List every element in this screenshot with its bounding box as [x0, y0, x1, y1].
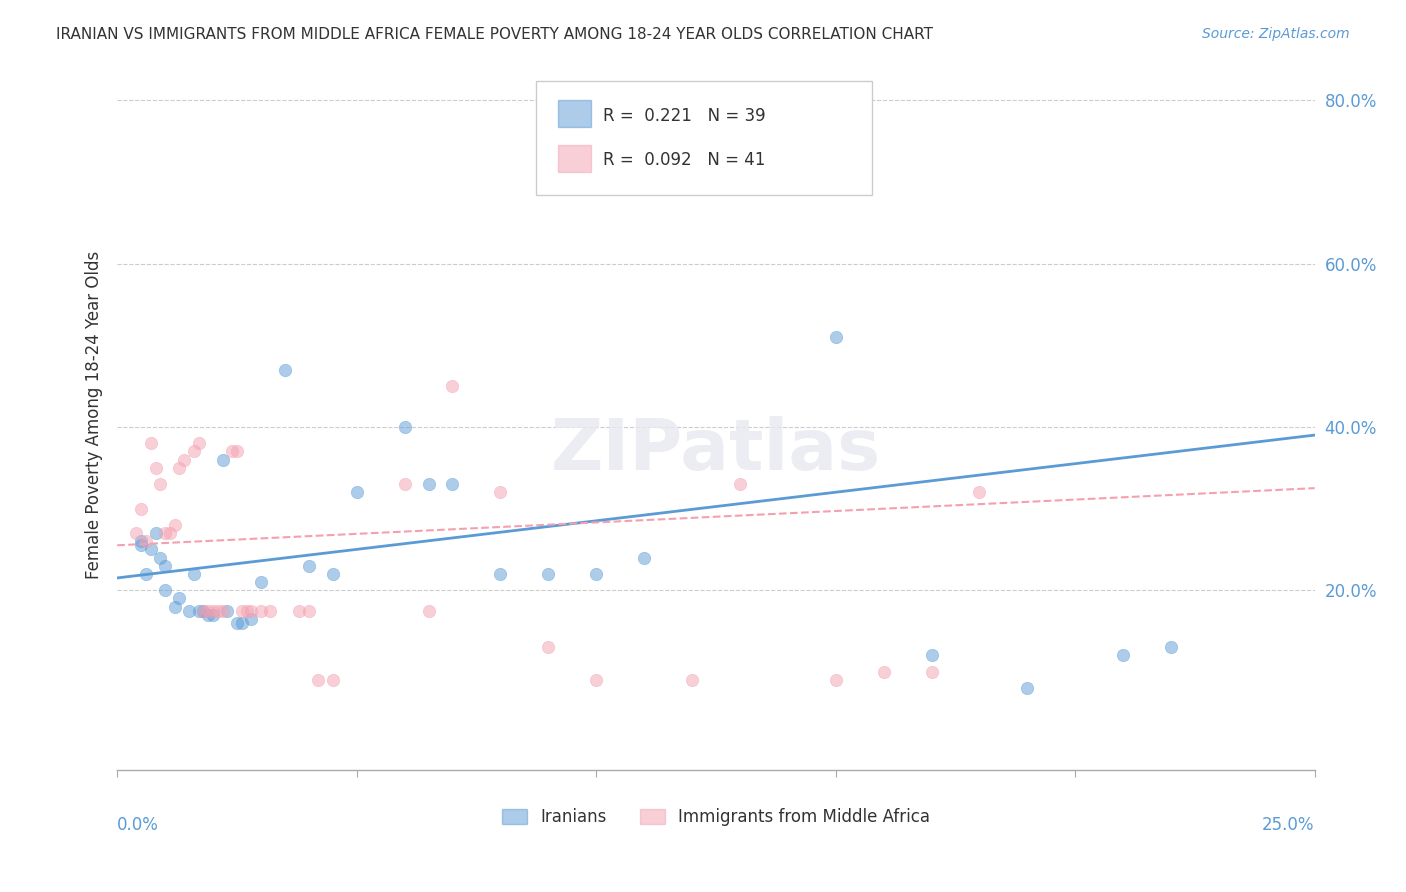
Point: [231, 615, 253, 630]
Point: [201, 604, 224, 618]
Point: [139, 542, 162, 557]
Point: [135, 566, 157, 581]
Point: [153, 526, 176, 541]
Point: [240, 612, 263, 626]
Point: [1112, 648, 1135, 663]
Point: [418, 604, 440, 618]
Point: [187, 436, 209, 450]
Point: [824, 673, 846, 687]
Point: [307, 673, 329, 687]
Point: [183, 444, 205, 458]
Point: [153, 558, 176, 573]
Y-axis label: Female Poverty Among 18-24 Year Olds: Female Poverty Among 18-24 Year Olds: [86, 251, 103, 579]
Point: [872, 665, 894, 679]
Point: [159, 526, 181, 541]
Point: [139, 436, 162, 450]
Point: [921, 648, 943, 663]
Point: [298, 558, 321, 573]
Point: [1160, 640, 1182, 655]
FancyBboxPatch shape: [536, 81, 872, 194]
Point: [211, 604, 233, 618]
Text: 25.0%: 25.0%: [1263, 816, 1315, 834]
Point: [489, 485, 512, 500]
Point: [274, 363, 297, 377]
Point: [217, 604, 239, 618]
Point: [537, 640, 560, 655]
Text: IRANIAN VS IMMIGRANTS FROM MIDDLE AFRICA FEMALE POVERTY AMONG 18-24 YEAR OLDS CO: IRANIAN VS IMMIGRANTS FROM MIDDLE AFRICA…: [56, 27, 934, 42]
Text: R =  0.092   N = 41: R = 0.092 N = 41: [603, 152, 766, 169]
Point: [441, 477, 464, 491]
Text: ZIPatlas: ZIPatlas: [551, 416, 882, 484]
Text: 0.0%: 0.0%: [117, 816, 159, 834]
Point: [288, 604, 311, 618]
Point: [728, 167, 751, 181]
Point: [240, 604, 263, 618]
Point: [418, 477, 440, 491]
Point: [394, 477, 416, 491]
Point: [169, 460, 191, 475]
Point: [201, 607, 224, 622]
Point: [197, 607, 219, 622]
Point: [633, 550, 655, 565]
Point: [129, 538, 152, 552]
Point: [585, 566, 607, 581]
Text: Source: ZipAtlas.com: Source: ZipAtlas.com: [1202, 27, 1350, 41]
Point: [169, 591, 191, 606]
Point: [250, 574, 273, 589]
Point: [298, 604, 321, 618]
Point: [183, 566, 205, 581]
Point: [250, 604, 273, 618]
Point: [322, 566, 344, 581]
Bar: [558, 145, 592, 172]
Point: [221, 444, 243, 458]
Point: [728, 477, 751, 491]
Bar: [558, 100, 592, 127]
Point: [322, 673, 344, 687]
Point: [824, 330, 846, 344]
Point: [681, 673, 703, 687]
Point: [259, 604, 281, 618]
Point: [173, 452, 195, 467]
Point: [207, 604, 229, 618]
Point: [125, 526, 148, 541]
Point: [135, 534, 157, 549]
Point: [226, 444, 249, 458]
Point: [163, 599, 186, 614]
Point: [193, 604, 215, 618]
Point: [1017, 681, 1039, 695]
Text: R =  0.221   N = 39: R = 0.221 N = 39: [603, 107, 766, 126]
Point: [153, 583, 176, 598]
Point: [346, 485, 368, 500]
Point: [226, 615, 249, 630]
Point: [585, 673, 607, 687]
Point: [177, 604, 200, 618]
Point: [537, 566, 560, 581]
Point: [197, 604, 219, 618]
Point: [129, 534, 152, 549]
Point: [969, 485, 991, 500]
Point: [149, 550, 172, 565]
Point: [921, 665, 943, 679]
Point: [441, 379, 464, 393]
Point: [145, 460, 167, 475]
Point: [394, 420, 416, 434]
Point: [235, 604, 257, 618]
Point: [187, 604, 209, 618]
Point: [145, 526, 167, 541]
Point: [163, 517, 186, 532]
Point: [211, 452, 233, 467]
Point: [231, 604, 253, 618]
Legend: Iranians, Immigrants from Middle Africa: Iranians, Immigrants from Middle Africa: [495, 801, 936, 832]
Point: [149, 477, 172, 491]
Point: [489, 566, 512, 581]
Point: [129, 501, 152, 516]
Point: [193, 604, 215, 618]
